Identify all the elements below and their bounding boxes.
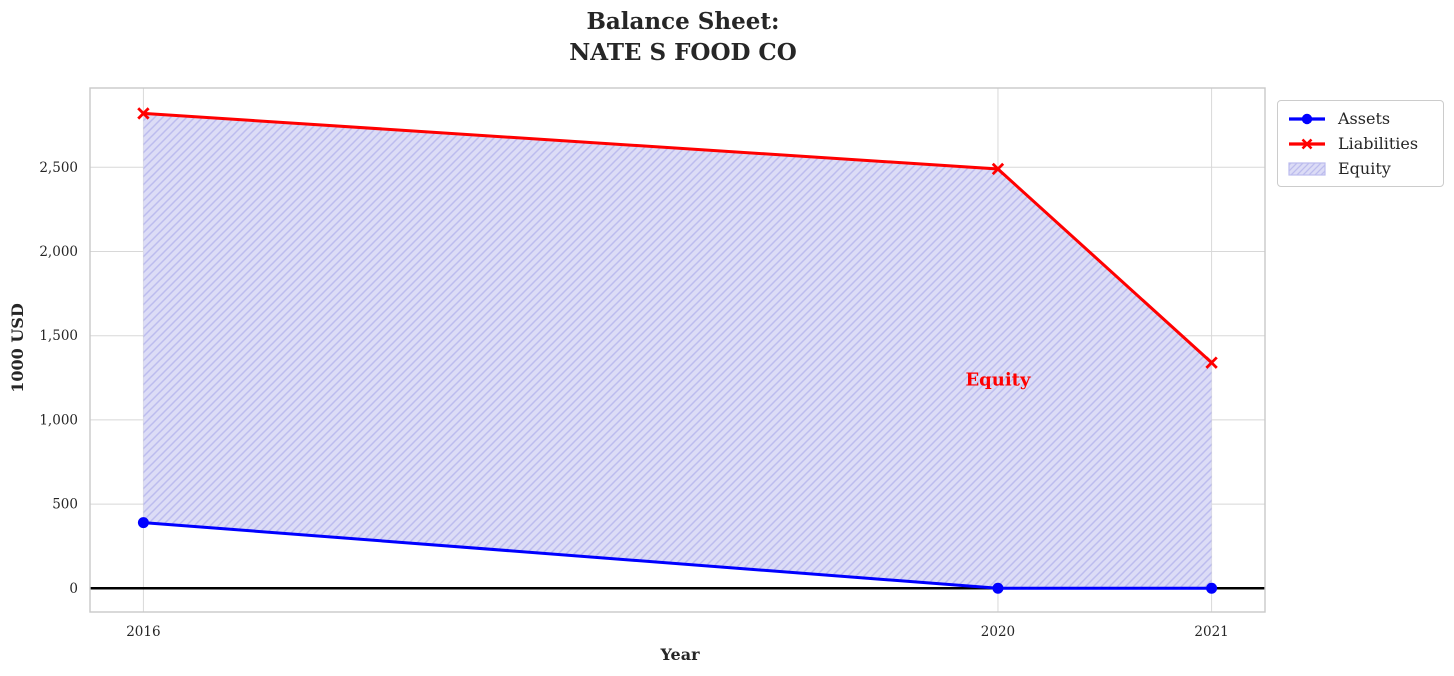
liabilities-marker bbox=[137, 107, 150, 120]
legend-label-assets: Assets bbox=[1338, 109, 1391, 128]
assets-marker bbox=[992, 582, 1004, 594]
y-axis-label: 1000 USD bbox=[8, 303, 27, 393]
legend: Assets Liabilities Equity bbox=[1277, 100, 1444, 187]
assets-marker bbox=[137, 517, 149, 529]
legend-item-assets: Assets bbox=[1287, 109, 1434, 128]
assets-swatch-dot bbox=[1301, 113, 1313, 124]
liabilities-marker bbox=[991, 162, 1005, 176]
legend-item-liabilities: Liabilities bbox=[1287, 134, 1434, 153]
legend-item-equity: Equity bbox=[1287, 159, 1434, 178]
equity-area bbox=[143, 113, 1212, 589]
liabilities-line-x-icon bbox=[1289, 138, 1325, 149]
xtick-2020: 2020 bbox=[981, 624, 1015, 640]
legend-label-equity: Equity bbox=[1338, 159, 1391, 178]
ytick-2500: 2,500 bbox=[39, 160, 78, 176]
ytick-0: 0 bbox=[69, 581, 78, 597]
equity-hatch-patch-icon bbox=[1288, 161, 1326, 176]
ytick-1000: 1,000 bbox=[39, 412, 78, 428]
equity-annotation: Equity bbox=[965, 369, 1031, 390]
liabilities-marker bbox=[1205, 356, 1218, 369]
legend-label-liabilities: Liabilities bbox=[1338, 134, 1419, 153]
xtick-2016: 2016 bbox=[126, 624, 160, 640]
xtick-2021: 2021 bbox=[1194, 624, 1228, 640]
assets-marker bbox=[1206, 582, 1218, 594]
ytick-500: 500 bbox=[52, 497, 78, 513]
assets-line-dot-icon bbox=[1289, 113, 1325, 124]
liabilities-swatch-x bbox=[1301, 138, 1313, 149]
equity-swatch-rect bbox=[1288, 161, 1326, 176]
x-axis-label: Year bbox=[660, 645, 700, 664]
ytick-2000: 2,000 bbox=[39, 244, 78, 260]
ytick-1500: 1,500 bbox=[39, 328, 78, 344]
chart-title: Balance Sheet: NATE S FOOD CO bbox=[569, 8, 797, 66]
plot-border bbox=[89, 87, 1266, 613]
